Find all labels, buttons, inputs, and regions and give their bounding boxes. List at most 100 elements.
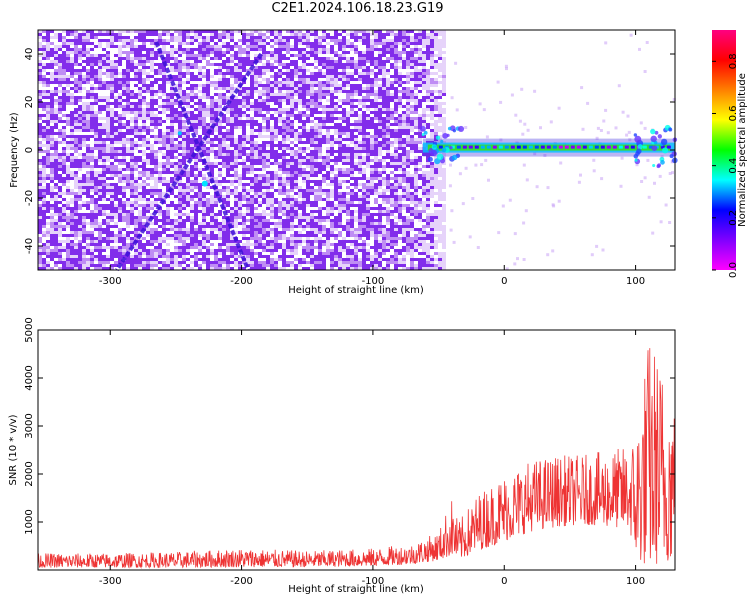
spectrogram-cell	[182, 66, 186, 69]
spectrogram-cell	[174, 147, 178, 150]
spectrogram-cell	[134, 117, 138, 120]
spectrogram-cell	[174, 117, 178, 120]
spectrogram-cell	[46, 222, 50, 225]
spectrogram-cell	[142, 252, 146, 255]
spectrogram-cell	[66, 39, 70, 42]
spectrogram-cell	[290, 90, 294, 93]
spectrogram-cell	[318, 231, 322, 234]
spectrogram-cell	[206, 90, 210, 93]
spectrogram-cell	[254, 216, 258, 219]
spectrogram-cell	[302, 36, 306, 39]
spectrogram-cell	[118, 72, 122, 75]
spectrogram-cell	[110, 111, 114, 114]
spectrogram-cell	[98, 183, 102, 186]
spectrogram-cell	[250, 96, 254, 99]
spectrogram-cell	[150, 258, 154, 261]
spectrogram-cell	[262, 186, 266, 189]
spectrogram-cell	[250, 195, 254, 198]
spectrogram-cell	[330, 102, 334, 105]
spectrogram-cell	[94, 198, 98, 201]
spectrogram-cell	[186, 78, 190, 81]
spectrogram-cell	[62, 153, 66, 156]
spectrogram-cell	[194, 78, 198, 81]
spectrogram-cell	[258, 126, 262, 129]
spectrogram-cell	[138, 57, 142, 60]
spectrogram-cell	[130, 240, 134, 243]
spectrogram-cell	[150, 120, 154, 123]
spectrogram-cell	[270, 96, 274, 99]
spectrogram-cell	[206, 267, 210, 270]
spectrogram-cell	[178, 159, 182, 162]
spectrogram-cell	[214, 267, 218, 270]
spectrogram-cell	[182, 111, 186, 114]
spectrogram-cell	[314, 72, 318, 75]
spectrogram-cell	[178, 162, 182, 165]
spectrogram-cell	[162, 81, 166, 84]
spectrogram-cell	[326, 228, 330, 231]
spectrogram-cell	[262, 213, 266, 216]
spectrogram-cell	[262, 156, 266, 159]
spectrogram-cell	[98, 255, 102, 258]
spectrogram-cell	[114, 174, 118, 177]
spectrogram-cell	[330, 57, 334, 60]
spectrogram-cell	[62, 246, 66, 249]
spectrogram-cell	[134, 102, 138, 105]
spectrogram-cell	[246, 231, 250, 234]
spectrogram-cell	[50, 177, 54, 180]
spectrogram-cell	[174, 84, 178, 87]
spectrogram-cell	[106, 144, 110, 147]
spectrogram-cell	[186, 213, 190, 216]
spectrogram-cell	[350, 42, 354, 45]
spectrogram-cell	[162, 69, 166, 72]
spectrogram-cell	[102, 108, 106, 111]
spectrogram-cell	[70, 225, 74, 228]
spectrogram-cell	[306, 132, 310, 135]
spectrogram-cell	[346, 126, 350, 129]
spectrogram-cell	[326, 135, 330, 138]
spectrogram-cell	[66, 186, 70, 189]
spectrogram-cell	[94, 123, 98, 126]
spectrogram-cell	[218, 141, 222, 144]
spectrogram-cell	[274, 30, 278, 33]
spectrogram-cell	[202, 51, 206, 54]
spectrogram-cell	[146, 147, 150, 150]
spectrogram-cell	[230, 174, 234, 177]
spectrogram-cell	[90, 213, 94, 216]
spectrogram-cell	[142, 81, 146, 84]
spectrogram-cell	[334, 42, 338, 45]
spectrogram-cell	[258, 216, 262, 219]
spectrogram-cell	[146, 51, 150, 54]
spectrogram-cell	[206, 186, 210, 189]
spectrogram-cell	[66, 252, 70, 255]
spectrogram-cell	[230, 144, 234, 147]
spectrogram-cell	[66, 201, 70, 204]
spectrogram-cell	[230, 117, 234, 120]
spectrogram-cell	[162, 225, 166, 228]
spectrogram-cell	[178, 114, 182, 117]
spectrogram-cell	[266, 165, 270, 168]
spectrogram-cell	[178, 78, 182, 81]
spectrogram-cell	[282, 66, 286, 69]
spectrogram-cell	[154, 99, 158, 102]
spectrogram-cell	[186, 51, 190, 54]
spectrogram-cell	[146, 57, 150, 60]
spectrogram-cell	[242, 147, 246, 150]
spectrogram-cell	[182, 123, 186, 126]
spectrogram-cell	[98, 105, 102, 108]
spectrogram-cell	[278, 153, 282, 156]
spectrogram-cell	[38, 237, 42, 240]
spectrogram-cell	[150, 147, 154, 150]
spectrogram-cell	[238, 204, 242, 207]
spectrogram-cell	[170, 171, 174, 174]
spectrogram-cell	[122, 51, 126, 54]
spectrogram-cell	[226, 186, 230, 189]
spectrogram-cell	[142, 213, 146, 216]
spectrogram-cell	[318, 150, 322, 153]
spectrogram-cell	[170, 234, 174, 237]
spectrogram-cell	[250, 129, 254, 132]
spectrogram-cell	[74, 198, 78, 201]
spectrogram-cell	[210, 165, 214, 168]
spectrogram-cell	[178, 210, 182, 213]
spectrogram-cell	[90, 123, 94, 126]
spectrogram-cell	[38, 78, 42, 81]
